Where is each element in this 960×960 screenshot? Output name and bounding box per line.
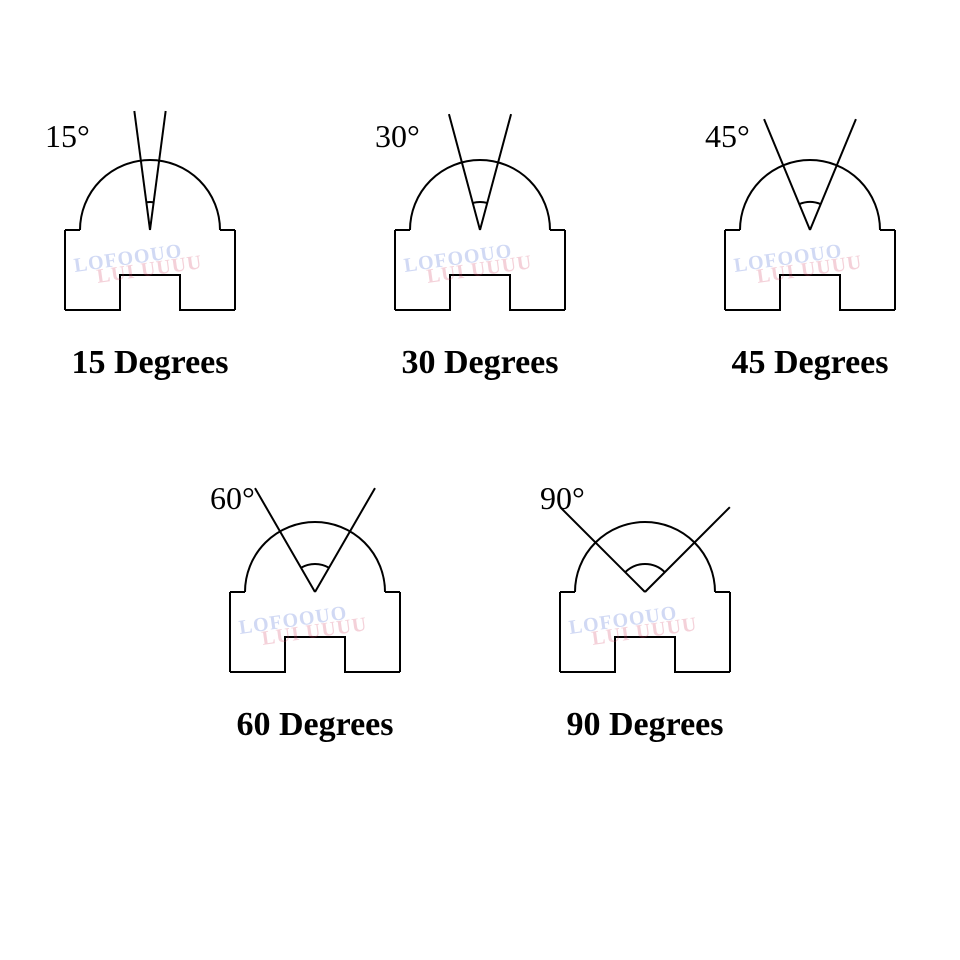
diagram-caption: 30 Degrees [401, 344, 558, 382]
angle-label: 45° [705, 118, 750, 155]
diagram-cell-90: 90°LOFOOUOLUI UUUU90 Degrees [510, 442, 780, 744]
angle-label: 15° [45, 118, 90, 155]
diagram-row-2: 60°LOFOOUOLUI UUUU60 Degrees 90°LOFOOUOL… [0, 382, 960, 744]
diagram-caption: 90 Degrees [566, 706, 723, 744]
angle-label: 60° [210, 480, 255, 517]
diagram-row-1: 15°LOFOOUOLUI UUUU15 Degrees 30°LOFOOUOL… [0, 0, 960, 382]
angle-label: 30° [375, 118, 420, 155]
diagram-caption: 60 Degrees [236, 706, 393, 744]
diagram-cell-30: 30°LOFOOUOLUI UUUU30 Degrees [345, 80, 615, 382]
diagram-cell-60: 60°LOFOOUOLUI UUUU60 Degrees [180, 442, 450, 744]
diagram-cell-45: 45°LOFOOUOLUI UUUU45 Degrees [675, 80, 945, 382]
diagram-caption: 45 Degrees [731, 344, 888, 382]
diagram-cell-15: 15°LOFOOUOLUI UUUU15 Degrees [15, 80, 285, 382]
diagram-caption: 15 Degrees [71, 344, 228, 382]
angle-label: 90° [540, 480, 585, 517]
